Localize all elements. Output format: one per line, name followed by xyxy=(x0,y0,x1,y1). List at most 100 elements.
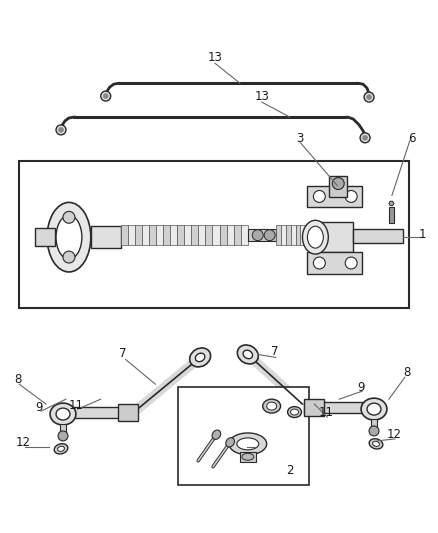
Text: 11: 11 xyxy=(319,406,334,418)
Text: 12: 12 xyxy=(386,429,401,441)
Bar xyxy=(304,402,362,413)
Bar xyxy=(156,225,163,245)
Circle shape xyxy=(59,127,64,132)
Bar xyxy=(226,225,234,245)
Bar xyxy=(276,225,281,245)
Ellipse shape xyxy=(56,215,82,259)
Text: 6: 6 xyxy=(408,132,416,146)
Circle shape xyxy=(58,431,68,441)
Ellipse shape xyxy=(212,430,221,439)
Bar xyxy=(234,225,241,245)
Polygon shape xyxy=(389,201,394,206)
Text: 13: 13 xyxy=(254,90,269,102)
Ellipse shape xyxy=(290,409,298,415)
Bar xyxy=(353,229,403,243)
Ellipse shape xyxy=(47,203,91,272)
Text: 8: 8 xyxy=(403,366,410,379)
Circle shape xyxy=(367,94,371,100)
Text: 8: 8 xyxy=(14,373,22,386)
Text: 7: 7 xyxy=(119,347,127,360)
Bar xyxy=(178,387,309,484)
Ellipse shape xyxy=(50,403,76,425)
Text: 3: 3 xyxy=(296,132,303,146)
Bar xyxy=(170,225,177,245)
Circle shape xyxy=(252,230,263,241)
Bar xyxy=(198,225,205,245)
Bar xyxy=(73,407,131,418)
Circle shape xyxy=(63,251,75,263)
Bar xyxy=(149,225,156,245)
Bar xyxy=(219,225,226,245)
Circle shape xyxy=(314,257,325,269)
Bar xyxy=(307,185,362,207)
Bar xyxy=(305,225,311,245)
Bar xyxy=(304,399,324,416)
Circle shape xyxy=(101,91,111,101)
Ellipse shape xyxy=(267,402,277,410)
Ellipse shape xyxy=(190,348,211,367)
Bar xyxy=(91,226,120,248)
Text: 9: 9 xyxy=(35,401,43,414)
Ellipse shape xyxy=(288,407,301,417)
Bar xyxy=(135,225,142,245)
Circle shape xyxy=(345,190,357,203)
Bar xyxy=(128,225,135,245)
Circle shape xyxy=(360,133,370,143)
Circle shape xyxy=(363,135,367,140)
Bar xyxy=(35,228,55,246)
Ellipse shape xyxy=(237,438,259,450)
Bar xyxy=(241,225,248,245)
Bar xyxy=(389,207,394,223)
Text: 7: 7 xyxy=(271,345,279,358)
Circle shape xyxy=(364,92,374,102)
Bar xyxy=(177,225,184,245)
Text: 2: 2 xyxy=(286,464,293,477)
Ellipse shape xyxy=(373,441,379,447)
Text: 9: 9 xyxy=(357,381,365,394)
Ellipse shape xyxy=(303,220,328,254)
Bar xyxy=(120,225,128,245)
Text: 1: 1 xyxy=(419,228,427,241)
Ellipse shape xyxy=(54,443,68,454)
Circle shape xyxy=(103,94,108,99)
Circle shape xyxy=(314,190,325,203)
Ellipse shape xyxy=(367,403,381,415)
Bar xyxy=(19,160,409,308)
Ellipse shape xyxy=(243,350,253,359)
Ellipse shape xyxy=(57,446,64,451)
Bar xyxy=(296,225,300,245)
Text: 11: 11 xyxy=(68,399,83,411)
Bar xyxy=(307,252,362,274)
Ellipse shape xyxy=(195,353,205,362)
Bar xyxy=(281,225,286,245)
Bar xyxy=(329,175,347,197)
Circle shape xyxy=(56,125,66,135)
Ellipse shape xyxy=(242,453,254,461)
Bar xyxy=(191,225,198,245)
Ellipse shape xyxy=(369,439,383,449)
Ellipse shape xyxy=(307,226,323,248)
Circle shape xyxy=(345,257,357,269)
Bar xyxy=(286,225,290,245)
Circle shape xyxy=(369,426,379,436)
Bar xyxy=(371,419,377,433)
Bar xyxy=(240,452,256,462)
Ellipse shape xyxy=(237,345,258,364)
Text: 12: 12 xyxy=(16,437,31,449)
Ellipse shape xyxy=(229,433,267,455)
Ellipse shape xyxy=(226,438,234,447)
Bar xyxy=(60,424,66,438)
Ellipse shape xyxy=(263,399,281,413)
Bar xyxy=(315,222,353,252)
Bar xyxy=(163,225,170,245)
Bar xyxy=(142,225,149,245)
Bar xyxy=(311,225,315,245)
Bar xyxy=(290,225,296,245)
Bar xyxy=(205,225,212,245)
Ellipse shape xyxy=(361,398,387,420)
Circle shape xyxy=(332,177,344,190)
Circle shape xyxy=(63,212,75,223)
Bar xyxy=(184,225,191,245)
Circle shape xyxy=(264,230,275,241)
Text: 13: 13 xyxy=(208,51,223,64)
